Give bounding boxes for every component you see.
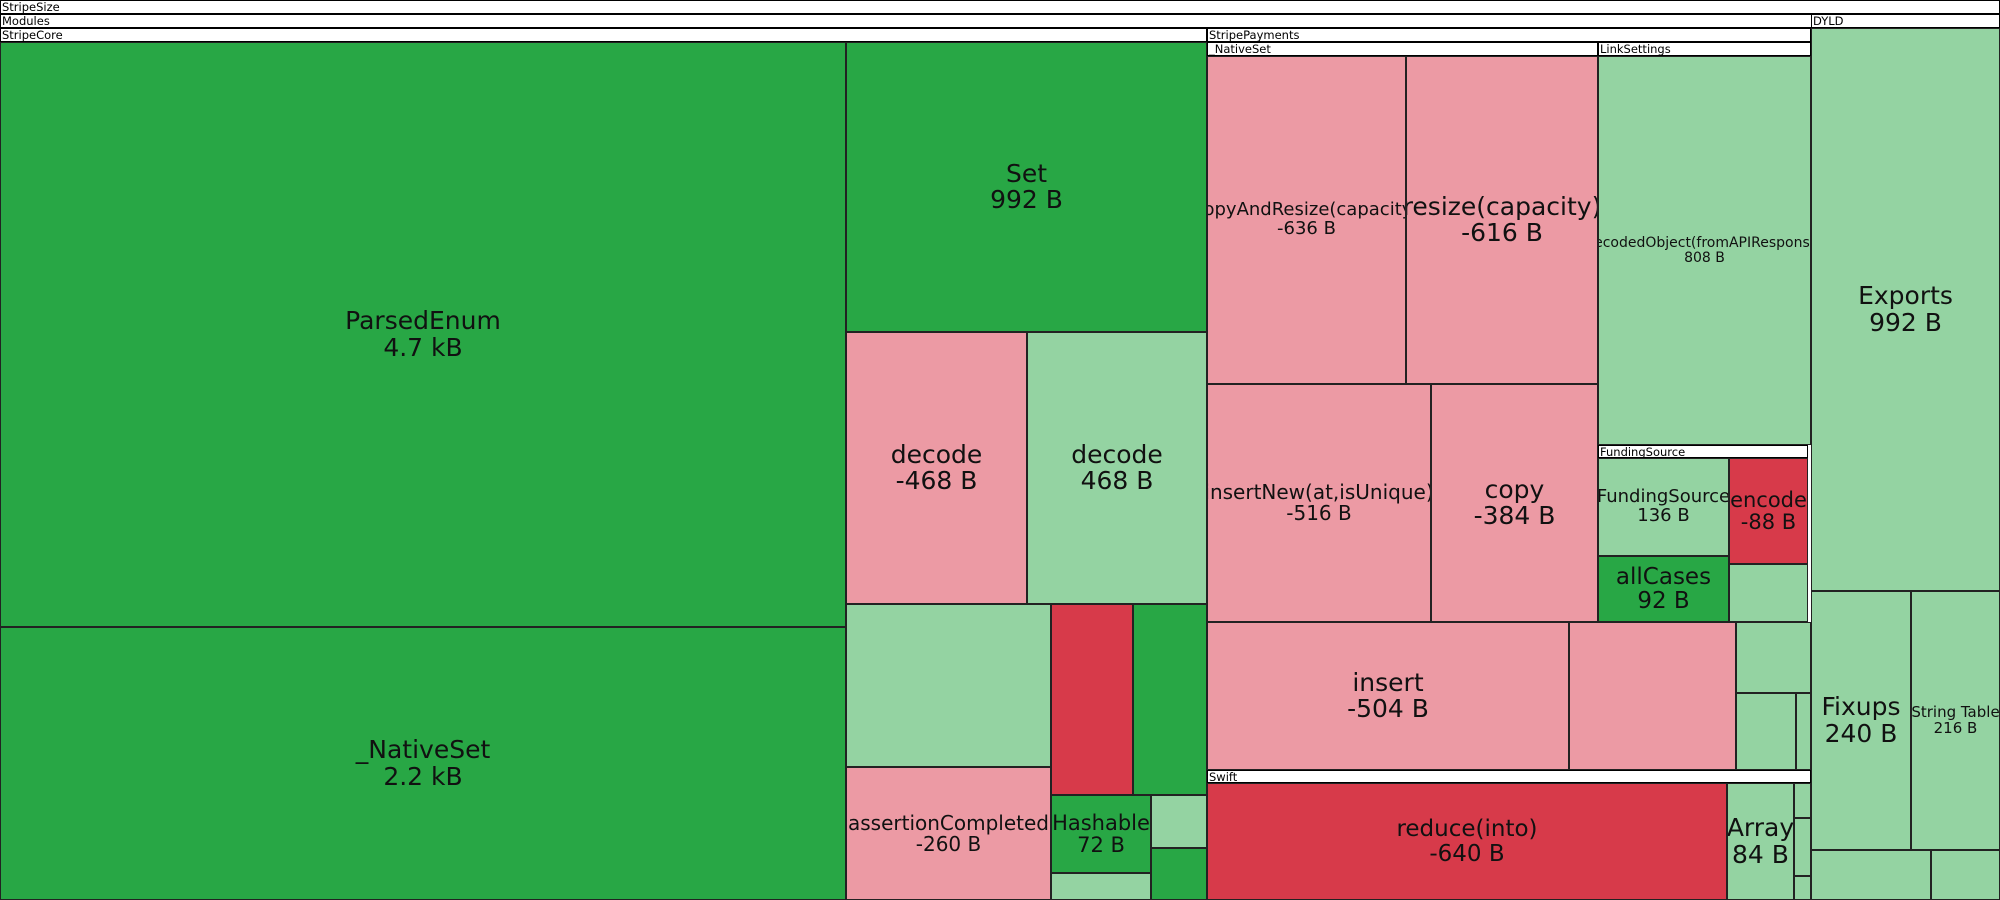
tile-size: 808 B [1684, 249, 1725, 266]
tile-unlabeled[interactable] [1051, 604, 1133, 795]
tile-label: decodedObject(fromAPIResponse) [1599, 234, 1810, 251]
tile-label: ParsedEnum [345, 306, 501, 336]
group-header-fundingsource[interactable]: FundingSource [1598, 445, 1808, 458]
tile-unlabeled[interactable] [1569, 622, 1736, 770]
tile-label: copyAndResize(capacity) [1208, 199, 1405, 221]
tile-insert[interactable]: insert -504 B [1207, 622, 1569, 770]
tile-label: resize(capacity) [1406, 191, 1598, 221]
tile-size: -504 B [1347, 694, 1429, 723]
tile-label: decode [1071, 439, 1163, 469]
group-header-stripecore[interactable]: StripeCore [0, 28, 1207, 42]
tile-parsedenum[interactable]: ParsedEnum 4.7 kB [0, 42, 846, 627]
tile-unlabeled[interactable] [1794, 783, 1811, 818]
tile-label: Exports [1858, 281, 1953, 311]
tile-size: 4.7 kB [383, 332, 463, 362]
tile-label: Hashable [1052, 810, 1150, 835]
tile-decode[interactable]: decode 468 B [1027, 332, 1207, 604]
tile-size: -88 B [1740, 510, 1797, 534]
tile-size: -384 B [1473, 501, 1556, 530]
tile-size: -640 B [1429, 840, 1505, 867]
tile-size: 468 B [1080, 466, 1154, 495]
tile-unlabeled[interactable] [1133, 604, 1207, 795]
group-header-swift[interactable]: Swift [1207, 770, 1811, 783]
group-header-stripepayments[interactable]: StripePayments [1207, 28, 1811, 42]
group-header-nativeset[interactable]: _NativeSet [1207, 42, 1598, 56]
tile-unlabeled[interactable] [1794, 876, 1811, 900]
tile-assertioncompleted[interactable]: assertionCompleted -260 B [846, 767, 1051, 900]
tile-label: encode [1730, 487, 1807, 512]
tile-size: -616 B [1461, 218, 1543, 247]
tile-allcases[interactable]: allCases 92 B [1598, 556, 1729, 622]
tile-label: decode [890, 439, 983, 469]
tile-size: 992 B [990, 185, 1063, 214]
tile-resize-capacity[interactable]: resize(capacity) -616 B [1406, 56, 1598, 384]
tile-unlabeled[interactable] [1736, 693, 1796, 770]
tile-exports[interactable]: Exports 992 B [1811, 28, 2000, 591]
tile-size: 240 B [1824, 718, 1898, 748]
tile-label: copy [1484, 474, 1545, 504]
tile-copyandresize-capacity[interactable]: copyAndResize(capacity)-636 B [1207, 56, 1406, 384]
tile-size: 92 B [1637, 588, 1690, 614]
tile-label: FundingSource [1598, 486, 1729, 508]
tile-label: Set [1005, 158, 1048, 188]
tile-unlabeled[interactable] [846, 604, 1051, 767]
tile-label: Fixups [1821, 692, 1901, 722]
tile-unlabeled[interactable] [1796, 693, 1811, 770]
tile-unlabeled[interactable] [1151, 795, 1207, 848]
tile-label: _NativeSet [355, 735, 491, 765]
tile-hashable[interactable]: Hashable 72 B [1051, 795, 1151, 873]
tile-unlabeled[interactable] [1811, 850, 1931, 900]
tile-size: -260 B [915, 831, 982, 856]
tile-label: String Table [1911, 702, 2000, 721]
tile-encode[interactable]: encode -88 B [1729, 458, 1808, 564]
tile-fundingsource[interactable]: FundingSource 136 B [1598, 458, 1729, 556]
tile-size: 84 B [1732, 839, 1789, 869]
tile-unlabeled[interactable] [1931, 850, 2000, 900]
tile-set[interactable]: Set 992 B [846, 42, 1207, 332]
tile-array[interactable]: Array 84 B [1727, 783, 1794, 900]
group-header-stripesize[interactable]: StripeSize [0, 0, 2000, 14]
tile-copy[interactable]: copy -384 B [1431, 384, 1598, 622]
tile-size: 216 B [1933, 718, 1978, 737]
tile-label: Array [1727, 813, 1794, 843]
tile-fixups[interactable]: Fixups 240 B [1811, 591, 1911, 850]
tile-decodedobject-fromapiresponse[interactable]: decodedObject(fromAPIResponse)808 B [1598, 56, 1811, 445]
tile-label: reduce(into) [1396, 816, 1538, 843]
tile-unlabeled[interactable] [1729, 564, 1808, 622]
group-header-dyld[interactable]: DYLD [1811, 14, 2000, 28]
tile-insertnew-at-isunique[interactable]: insertNew(at,isUnique) -516 B [1207, 384, 1431, 622]
tile-unlabeled[interactable] [1151, 848, 1207, 900]
tile-nativeset[interactable]: _NativeSet 2.2 kB [0, 627, 846, 900]
tile-unlabeled[interactable] [1051, 873, 1151, 900]
tile-reduce-into[interactable]: reduce(into) -640 B [1207, 783, 1727, 900]
group-header-linksettings[interactable]: LinkSettings [1598, 42, 1811, 56]
tile-label: insert [1352, 667, 1424, 697]
tile-label: insertNew(at,isUnique) [1207, 480, 1431, 504]
tile-size: -468 B [895, 466, 978, 495]
group-header-modules[interactable]: Modules [0, 14, 2000, 28]
tile-size: 136 B [1637, 505, 1690, 526]
tile-size: 72 B [1077, 833, 1125, 857]
tile-size: 2.2 kB [383, 761, 463, 791]
tile-unlabeled[interactable] [1736, 622, 1811, 693]
tile-size: -636 B [1277, 218, 1336, 239]
tile-size: 992 B [1869, 307, 1942, 337]
tile-label: assertionCompleted [847, 810, 1049, 835]
tile-label: allCases [1615, 563, 1712, 590]
tile-string-table[interactable]: String Table 216 B [1911, 591, 2000, 850]
tile-decode[interactable]: decode -468 B [846, 332, 1027, 604]
tile-size: -516 B [1286, 501, 1352, 525]
tile-unlabeled[interactable] [1794, 818, 1811, 876]
